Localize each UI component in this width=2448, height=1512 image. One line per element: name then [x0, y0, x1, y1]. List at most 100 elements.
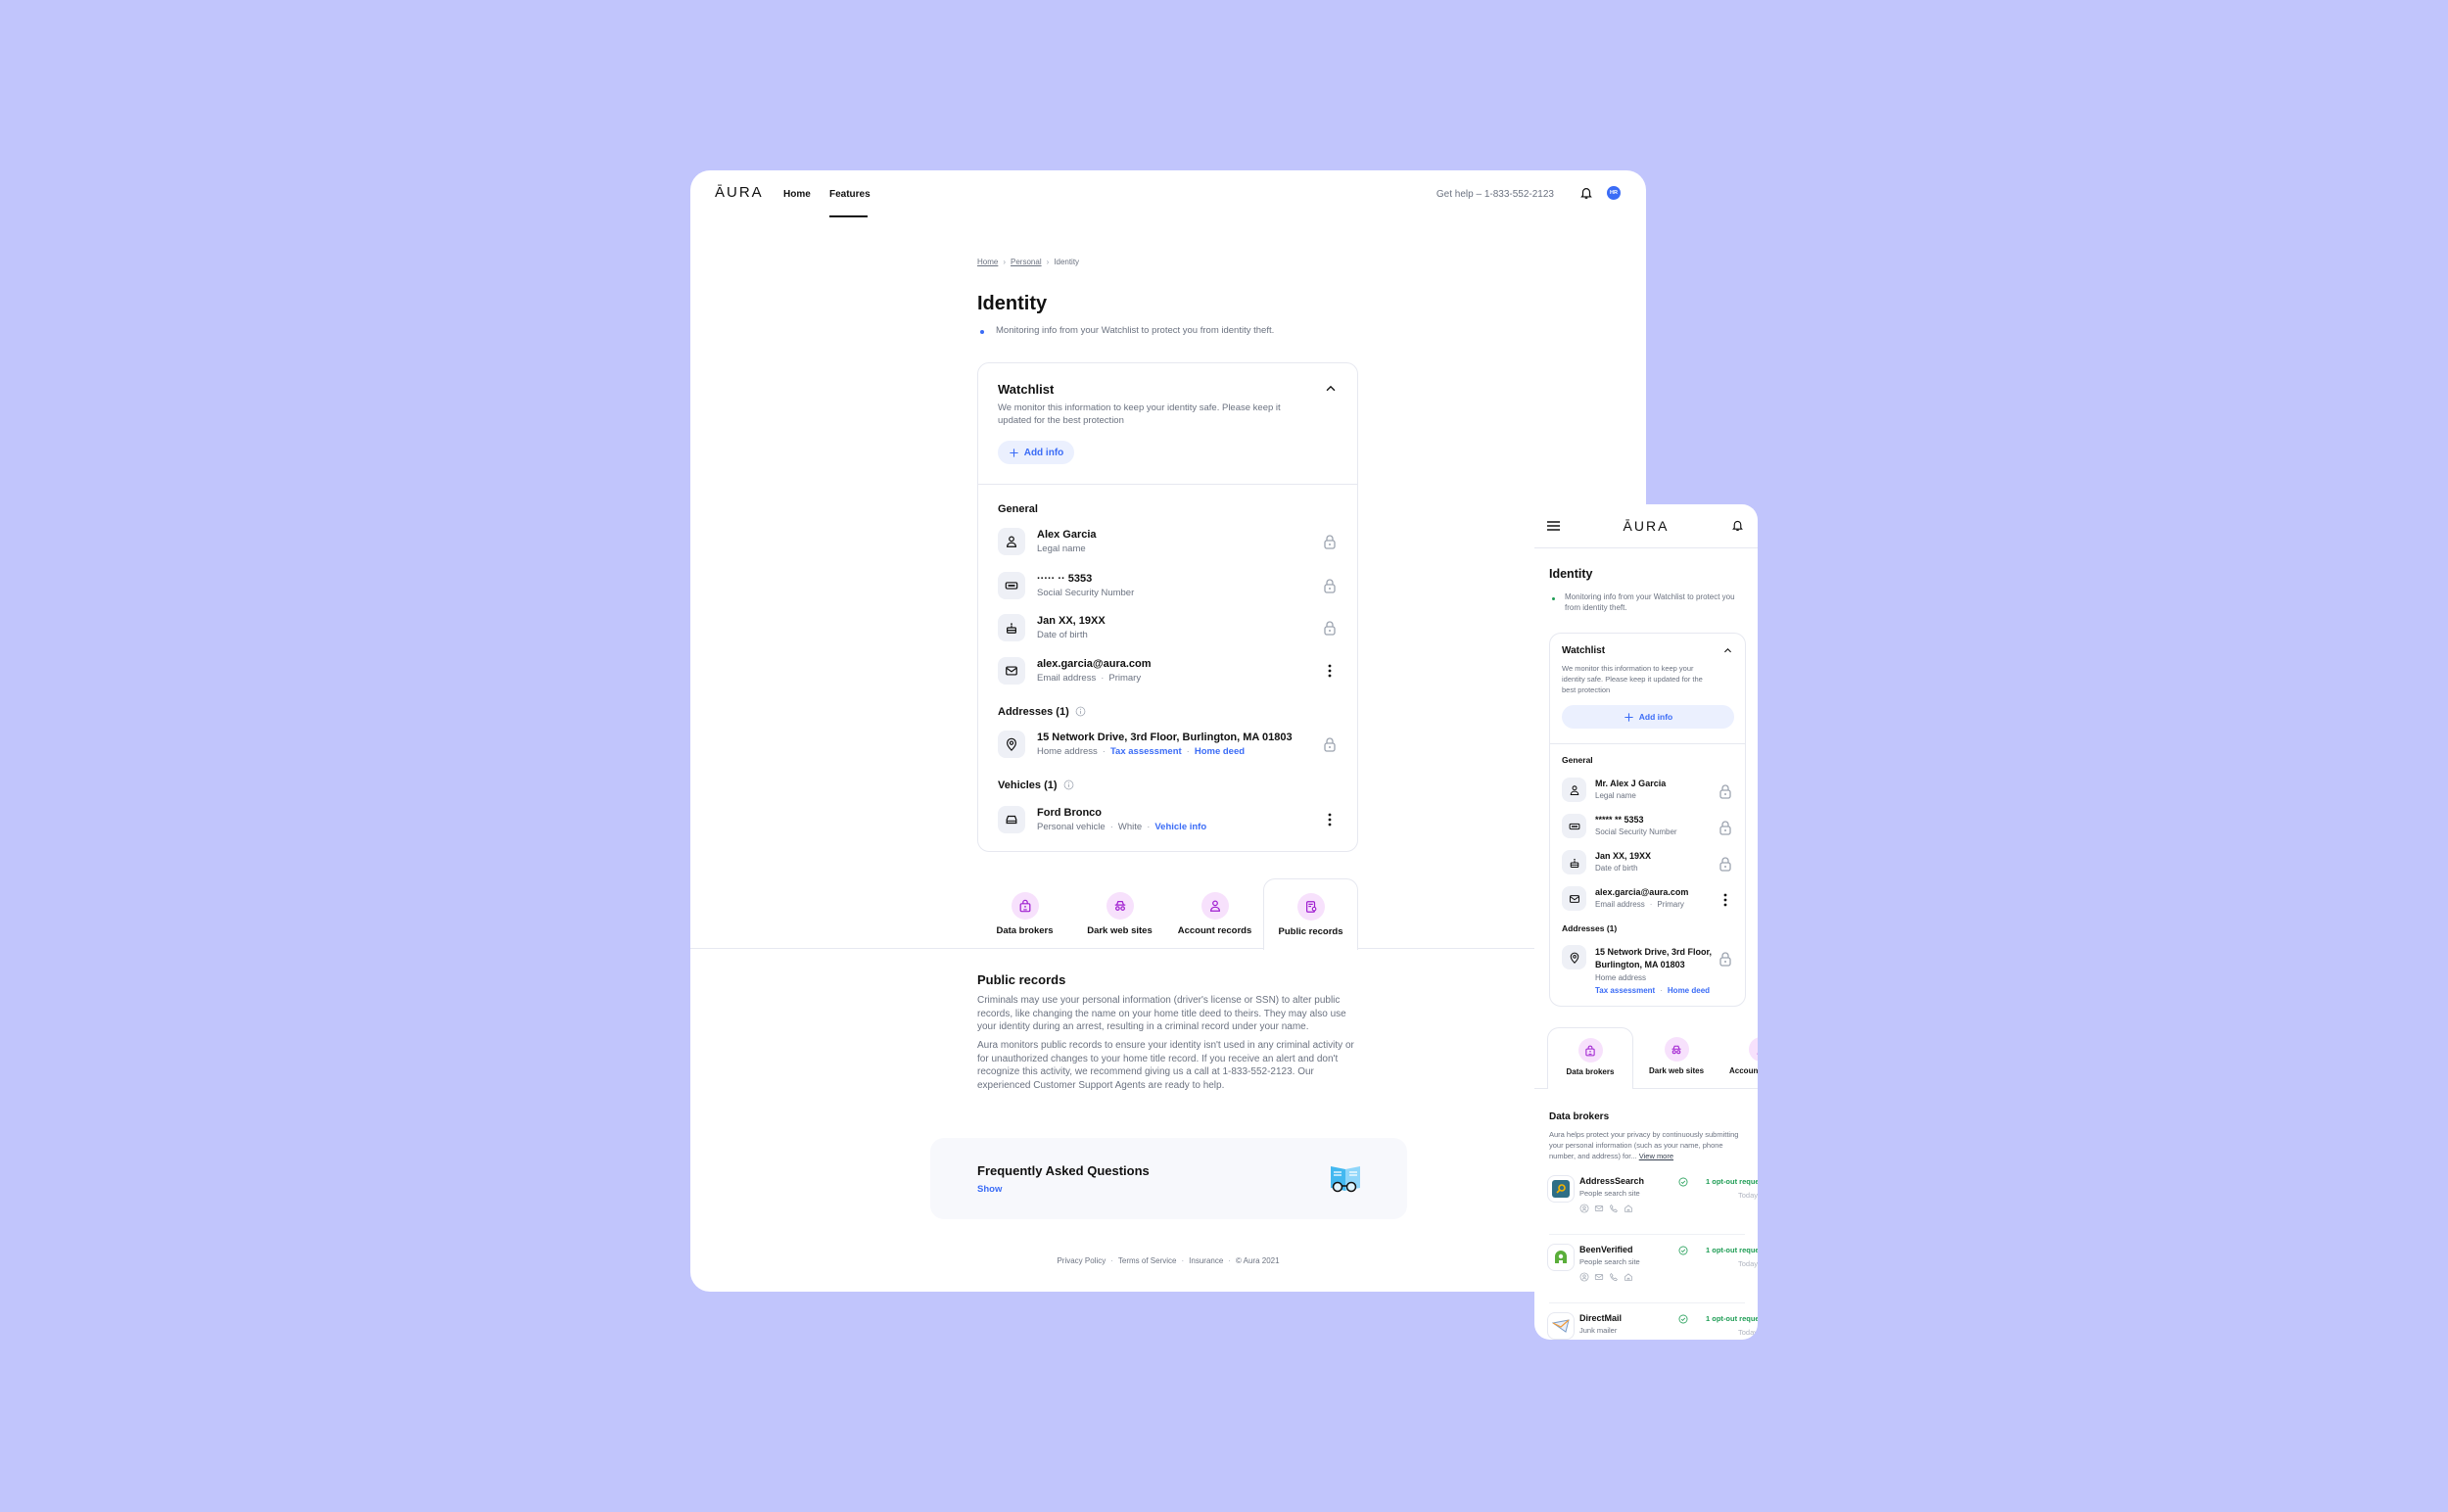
- email-row[interactable]: alex.garcia@aura.com Email address · Primar…: [1562, 886, 1733, 916]
- insurance-link[interactable]: Insurance: [1189, 1256, 1224, 1265]
- broker-item[interactable]: BeenVerified People search site 1 opt-ou…: [1547, 1244, 1758, 1312]
- address-row[interactable]: 15 Network Drive, 3rd Floor, Burlington, …: [1562, 945, 1733, 995]
- watchlist-description: We monitor this information to keep your…: [998, 402, 1281, 426]
- vehicles-label: Vehicles (1): [998, 780, 1058, 791]
- address-line-2: Burlington, MA 01803: [1595, 960, 1685, 969]
- person-icon: [1200, 892, 1229, 920]
- home-deed-link[interactable]: Home deed: [1667, 986, 1711, 995]
- broker-name: DirectMail: [1579, 1313, 1623, 1323]
- breadcrumb-personal[interactable]: Personal: [1011, 258, 1042, 266]
- vehicle-info-link[interactable]: Vehicle info: [1154, 822, 1207, 832]
- divider: [1550, 743, 1745, 744]
- help-phone[interactable]: Get help – 1-833-552-2123: [1436, 189, 1554, 200]
- car-icon: [998, 806, 1025, 833]
- info-icon[interactable]: [1063, 780, 1074, 790]
- ssn-row[interactable]: ***** ** 5353 Social Security Number: [1562, 814, 1733, 843]
- watchlist-description: We monitor this information to keep your…: [1562, 664, 1703, 694]
- row-title: ····· ·· 5353: [1037, 573, 1093, 585]
- aura-logo[interactable]: ĀURA: [1623, 518, 1670, 534]
- lock-icon: [1718, 783, 1733, 799]
- more-icon[interactable]: [1322, 812, 1338, 827]
- spy-icon: [1664, 1037, 1689, 1062]
- aura-logo[interactable]: ĀURA: [715, 184, 764, 201]
- avatar[interactable]: HR: [1607, 186, 1621, 200]
- vehicles-heading: Vehicles (1): [998, 780, 1074, 791]
- row-subtitle: Email address · Primary: [1037, 673, 1142, 684]
- nav-home[interactable]: Home: [783, 189, 811, 200]
- tab-label: Data brokers: [996, 925, 1054, 936]
- dob-row[interactable]: Jan XX, 19XX Date of birth: [998, 614, 1338, 643]
- broker-type: Junk mailer: [1579, 1326, 1618, 1335]
- vehicle-row[interactable]: Ford Bronco Personal vehicle · White · Vehic…: [998, 806, 1338, 835]
- home-deed-link[interactable]: Home deed: [1194, 746, 1246, 757]
- view-more-link[interactable]: View more: [1638, 1152, 1674, 1160]
- ssn-card-icon: [1562, 814, 1586, 838]
- chevron-up-icon[interactable]: [1722, 645, 1733, 656]
- tab-data-brokers[interactable]: Data brokers: [977, 878, 1072, 949]
- data-brokers-title: Data brokers: [1549, 1111, 1610, 1122]
- tab-public-records[interactable]: Public records: [1263, 878, 1358, 950]
- info-icon[interactable]: [1075, 706, 1086, 717]
- ssn-card-icon: [998, 572, 1025, 599]
- privacy-policy-link[interactable]: Privacy Policy: [1057, 1256, 1106, 1265]
- tab-dark-web-sites[interactable]: Dark web sites: [1072, 878, 1167, 949]
- add-info-button[interactable]: Add info: [1562, 705, 1734, 729]
- tab-label: Dark web sites: [1648, 1066, 1705, 1075]
- nav-features[interactable]: Features: [829, 189, 871, 200]
- chevron-up-icon[interactable]: [1324, 382, 1338, 396]
- breadcrumb: Home › Personal › Identity: [977, 258, 1080, 266]
- phone-icon: [1609, 1272, 1619, 1282]
- add-info-label: Add info: [1023, 447, 1064, 458]
- broker-status: 1 opt-out request: [1706, 1314, 1758, 1323]
- add-info-button[interactable]: Add info: [998, 441, 1074, 464]
- email-type: Email address: [1037, 673, 1097, 684]
- hamburger-menu-icon[interactable]: [1547, 520, 1560, 532]
- dob-row[interactable]: Jan XX, 19XX Date of birth: [1562, 850, 1733, 879]
- row-title: Jan XX, 19XX: [1037, 615, 1106, 627]
- terms-link[interactable]: Terms of Service: [1117, 1256, 1177, 1265]
- email-type: Email address: [1595, 900, 1645, 909]
- address-line-1: 15 Network Drive, 3rd Floor,: [1595, 947, 1713, 957]
- row-subtitle: Legal name: [1595, 791, 1636, 800]
- tab-label: Data brokers: [1566, 1067, 1615, 1076]
- breadcrumb-home[interactable]: Home: [977, 258, 999, 266]
- lock-icon: [1718, 856, 1733, 872]
- copyright: © Aura 2021: [1235, 1256, 1280, 1265]
- legal-name-row[interactable]: Mr. Alex J Garcia Legal name: [1562, 778, 1733, 807]
- status-dot: [1552, 597, 1555, 600]
- addresses-label: Addresses (1): [998, 706, 1069, 718]
- general-heading: General: [1562, 755, 1593, 765]
- broker-item[interactable]: DirectMail Junk mailer 1 opt-out request…: [1547, 1312, 1758, 1340]
- lock-icon: [1718, 820, 1733, 835]
- tax-assessment-link[interactable]: Tax assessment: [1595, 986, 1656, 995]
- bell-icon[interactable]: [1579, 186, 1593, 200]
- ssn-row[interactable]: ····· ·· 5353 Social Security Number: [998, 572, 1338, 601]
- row-subtitle: Home address: [1595, 973, 1647, 982]
- row-subtitle: Social Security Number: [1037, 588, 1135, 598]
- tax-assessment-link[interactable]: Tax assessment: [1109, 746, 1182, 757]
- directmail-logo: [1547, 1312, 1575, 1340]
- row-title: Jan XX, 19XX: [1595, 851, 1652, 861]
- more-icon[interactable]: [1322, 663, 1338, 679]
- row-title: Mr. Alex J Garcia: [1595, 779, 1667, 788]
- tab-account-records[interactable]: Accoun: [1719, 1027, 1758, 1089]
- lock-id-icon: [1011, 892, 1039, 920]
- data-brokers-description: Aura helps protect your privacy by conti…: [1549, 1129, 1745, 1161]
- legal-name-row[interactable]: Alex Garcia Legal name: [998, 528, 1338, 557]
- email-primary: Primary: [1657, 900, 1684, 909]
- category-tabs: Data brokers Dark web sites Accoun: [1547, 1027, 1758, 1089]
- lock-icon: [1322, 620, 1338, 636]
- addresssearch-logo: [1547, 1175, 1575, 1203]
- broker-item[interactable]: AddressSearch People search site 1 opt-o…: [1547, 1175, 1758, 1244]
- faq-show-link[interactable]: Show: [977, 1184, 1003, 1195]
- more-icon[interactable]: [1718, 892, 1733, 908]
- bell-icon[interactable]: [1731, 519, 1744, 532]
- tab-account-records[interactable]: Account records: [1167, 878, 1262, 949]
- tab-dark-web-sites[interactable]: Dark web sites: [1633, 1027, 1719, 1089]
- email-row[interactable]: alex.garcia@aura.com Email address · Prima…: [998, 657, 1338, 686]
- vehicle-type: Personal vehicle: [1037, 822, 1106, 832]
- lock-icon: [1718, 951, 1733, 967]
- address-row[interactable]: 15 Network Drive, 3rd Floor, Burlington,…: [998, 731, 1338, 760]
- tab-data-brokers[interactable]: Data brokers: [1547, 1027, 1633, 1089]
- tabs-divider: [690, 948, 1646, 949]
